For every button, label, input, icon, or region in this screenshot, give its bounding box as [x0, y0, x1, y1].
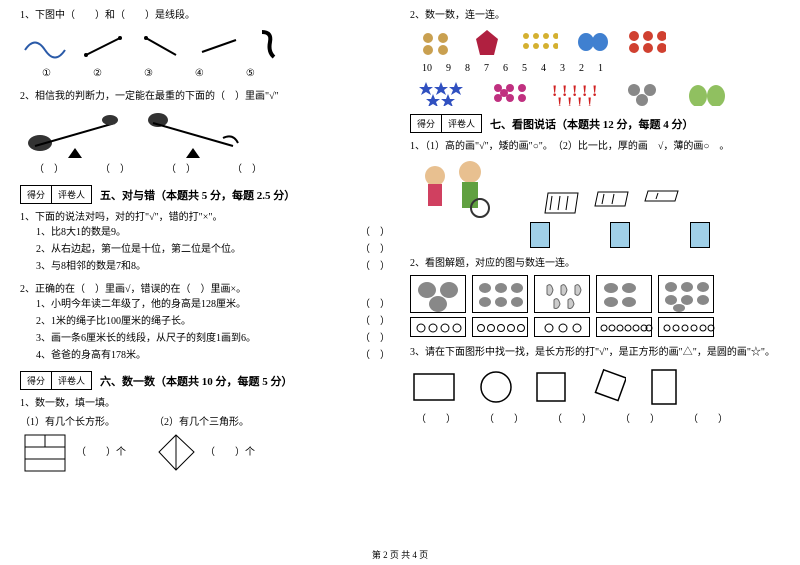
- number-row: 10 9 8 7 6 5 4 3 2 1: [422, 61, 780, 76]
- weight-parens: （ ）（ ） （ ）（ ）: [30, 162, 390, 177]
- count-objects-row2: !!!!!!!!!: [418, 80, 780, 106]
- svg-text:!: !: [592, 83, 597, 100]
- page-footer: 第 2 页 共 4 页: [0, 548, 800, 561]
- sec5-q1: 1、下面的说法对吗，对的打"√"，错的打"×"。 1、比8大1的数是9。（ ） …: [20, 210, 390, 274]
- sec6-q1: 1、数一数，填一填。 （1）有几个长方形。 （ ）个 （2）有几个三角形。 （ …: [20, 396, 390, 475]
- svg-text:!: !: [557, 95, 562, 106]
- sec5-header: 得分 评卷人 五、对与错（本题共 5 分，每题 2.5 分）: [20, 185, 390, 204]
- sec6-title: 六、数一数（本题共 10 分，每题 5 分）: [100, 373, 293, 389]
- svg-text:!: !: [587, 95, 592, 106]
- sec7-title: 七、看图说话（本题共 12 分，每题 4 分）: [490, 116, 694, 132]
- sec7-q3: 3、请在下面图形中找一找，是长方形的打"√"，是正方形的画"△"，是圆的画"☆"…: [410, 345, 780, 427]
- svg-text:!: !: [577, 95, 582, 106]
- line-labels: ① ② ③ ④ ⑤: [42, 66, 390, 81]
- shape-row: [410, 366, 780, 408]
- sec6-header: 得分 评卷人 六、数一数（本题共 10 分，每题 5 分）: [20, 371, 390, 390]
- q2-text: 2、相信我的判断力，一定能在最重的下面的（ ）里画"√": [20, 89, 390, 104]
- svg-text:!: !: [567, 95, 572, 106]
- dot-boxes: [410, 317, 780, 337]
- score-box-7: 得分 评卷人: [410, 114, 482, 133]
- rect-grid: [20, 430, 70, 475]
- line-shapes: [20, 27, 390, 62]
- triangle-shape: [154, 430, 199, 475]
- sec7-q1: 1、（1）高的画"√"，矮的画"○"。 （2）比一比，厚的画 √，薄的画○ 。: [410, 139, 780, 248]
- count-objects-row1: [418, 27, 780, 57]
- kids-img: [410, 158, 500, 218]
- sec5-q2: 2、正确的在（ ）里画√，错误的在（ ）里画×。 1、小明今年读二年级了，他的身…: [20, 282, 390, 363]
- sec7-header: 得分 评卷人 七、看图说话（本题共 12 分，每题 4 分）: [410, 114, 780, 133]
- r-q2-count: 2、数一数，连一连。 10 9 8 7 6 5 4 3 2 1: [410, 8, 780, 106]
- score-box-6: 得分 评卷人: [20, 371, 92, 390]
- q1-text: 1、下图中（ ）和（ ）是线段。: [20, 8, 390, 23]
- seesaw-row: [20, 108, 390, 158]
- q1-lines: 1、下图中（ ）和（ ）是线段。 ① ② ③ ④ ⑤: [20, 8, 390, 81]
- fruit-boxes: [410, 275, 780, 313]
- q2-weight: 2、相信我的判断力，一定能在最重的下面的（ ）里画"√" （ ）（ ） （ ）（…: [20, 89, 390, 177]
- sec5-title: 五、对与错（本题共 5 分，每题 2.5 分）: [100, 187, 295, 203]
- score-box-5: 得分 评卷人: [20, 185, 92, 204]
- sec7-q2: 2、看图解题，对应的图与数连一连。: [410, 256, 780, 337]
- shape-parens: （ ） （ ） （ ） （ ） （ ）: [416, 412, 780, 427]
